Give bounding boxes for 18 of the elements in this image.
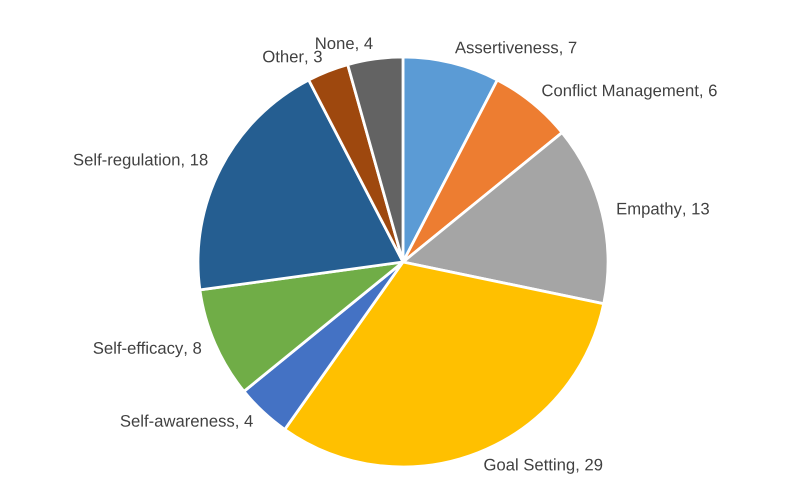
data-label: , 29 [576,458,602,472]
data-label: , 4 [236,415,253,429]
slice-label: Assertiveness [454,41,558,54]
slice-label: None [316,38,354,50]
slice-label: Self-efficacy [94,342,184,358]
slice-label: Self-regulation [74,153,180,169]
slice-label: Conflict Management [542,84,699,100]
data-label: , 8 [184,342,202,356]
data-label: , 18 [182,154,208,168]
slice-label: Other [263,50,304,62]
data-label: , 3 [306,50,322,64]
slice-label: Goal Setting [484,458,574,474]
slice-label: Self-awareness [120,414,234,427]
data-label: , 7 [560,42,576,56]
data-label: , 6 [700,84,717,98]
slice-label: Empathy [617,202,682,218]
data-label: , 13 [683,202,709,217]
data-label: , 4 [356,38,373,52]
